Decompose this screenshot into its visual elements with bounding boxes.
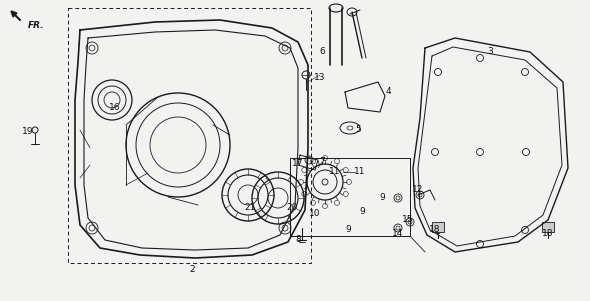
- Text: 9: 9: [359, 207, 365, 216]
- Text: 16: 16: [109, 103, 121, 111]
- Text: 10: 10: [309, 209, 321, 219]
- Bar: [542, 222, 554, 232]
- Text: 18: 18: [430, 225, 441, 234]
- Text: 11: 11: [329, 167, 341, 176]
- Text: 9: 9: [379, 193, 385, 201]
- Text: 19: 19: [22, 128, 34, 136]
- Text: 9: 9: [345, 225, 351, 234]
- Text: 12: 12: [412, 185, 424, 194]
- Text: 7: 7: [319, 157, 325, 166]
- Bar: [290, 158, 410, 236]
- Text: 13: 13: [314, 73, 326, 82]
- Bar: [432, 222, 444, 232]
- Text: 20: 20: [286, 203, 298, 212]
- Text: FR.: FR.: [28, 21, 44, 30]
- Text: 6: 6: [319, 48, 325, 57]
- Text: 2: 2: [189, 265, 195, 275]
- Text: 14: 14: [392, 229, 404, 238]
- Text: 11: 11: [354, 167, 366, 176]
- Text: 21: 21: [244, 203, 255, 212]
- Text: 5: 5: [355, 126, 361, 135]
- Text: 4: 4: [385, 88, 391, 97]
- Text: 17: 17: [292, 160, 304, 169]
- Text: 15: 15: [402, 216, 414, 225]
- Text: 3: 3: [487, 48, 493, 57]
- Text: 8: 8: [295, 235, 301, 244]
- Bar: [68, 8, 311, 263]
- Text: 18: 18: [542, 229, 554, 238]
